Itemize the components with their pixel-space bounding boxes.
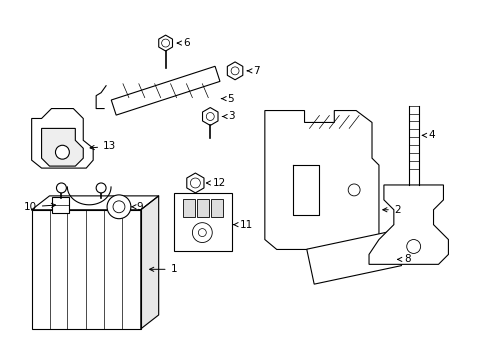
- Bar: [183, 199, 195, 217]
- Text: 10: 10: [24, 202, 56, 212]
- Text: 8: 8: [397, 255, 409, 264]
- Circle shape: [55, 145, 69, 159]
- Polygon shape: [227, 62, 243, 80]
- Text: 11: 11: [233, 220, 253, 230]
- Circle shape: [56, 183, 66, 193]
- Polygon shape: [368, 185, 447, 264]
- Circle shape: [347, 184, 359, 196]
- Text: 3: 3: [222, 112, 234, 121]
- Polygon shape: [264, 111, 378, 249]
- Polygon shape: [41, 129, 83, 166]
- Polygon shape: [32, 196, 158, 210]
- Circle shape: [198, 229, 206, 237]
- Circle shape: [162, 39, 169, 47]
- Text: 7: 7: [247, 66, 259, 76]
- Text: 2: 2: [382, 205, 400, 215]
- Polygon shape: [111, 66, 220, 115]
- Circle shape: [96, 183, 106, 193]
- Bar: [211, 199, 223, 217]
- Text: 12: 12: [206, 178, 226, 188]
- Circle shape: [192, 223, 212, 243]
- Circle shape: [107, 195, 131, 219]
- Circle shape: [113, 201, 124, 213]
- Text: 9: 9: [131, 202, 143, 212]
- Text: 4: 4: [422, 130, 434, 140]
- FancyBboxPatch shape: [173, 193, 232, 251]
- Circle shape: [231, 67, 239, 75]
- Circle shape: [206, 113, 214, 121]
- Circle shape: [190, 178, 200, 188]
- Text: 1: 1: [149, 264, 177, 274]
- Text: 5: 5: [221, 94, 233, 104]
- Bar: [51, 197, 69, 213]
- Bar: [197, 199, 209, 217]
- Polygon shape: [159, 35, 172, 51]
- Text: 6: 6: [177, 38, 190, 48]
- Text: 13: 13: [90, 141, 116, 151]
- Bar: [32, 210, 141, 329]
- Polygon shape: [141, 196, 158, 329]
- Polygon shape: [202, 108, 218, 125]
- Polygon shape: [32, 109, 93, 168]
- Polygon shape: [186, 173, 203, 193]
- Circle shape: [406, 239, 420, 253]
- Polygon shape: [306, 231, 401, 284]
